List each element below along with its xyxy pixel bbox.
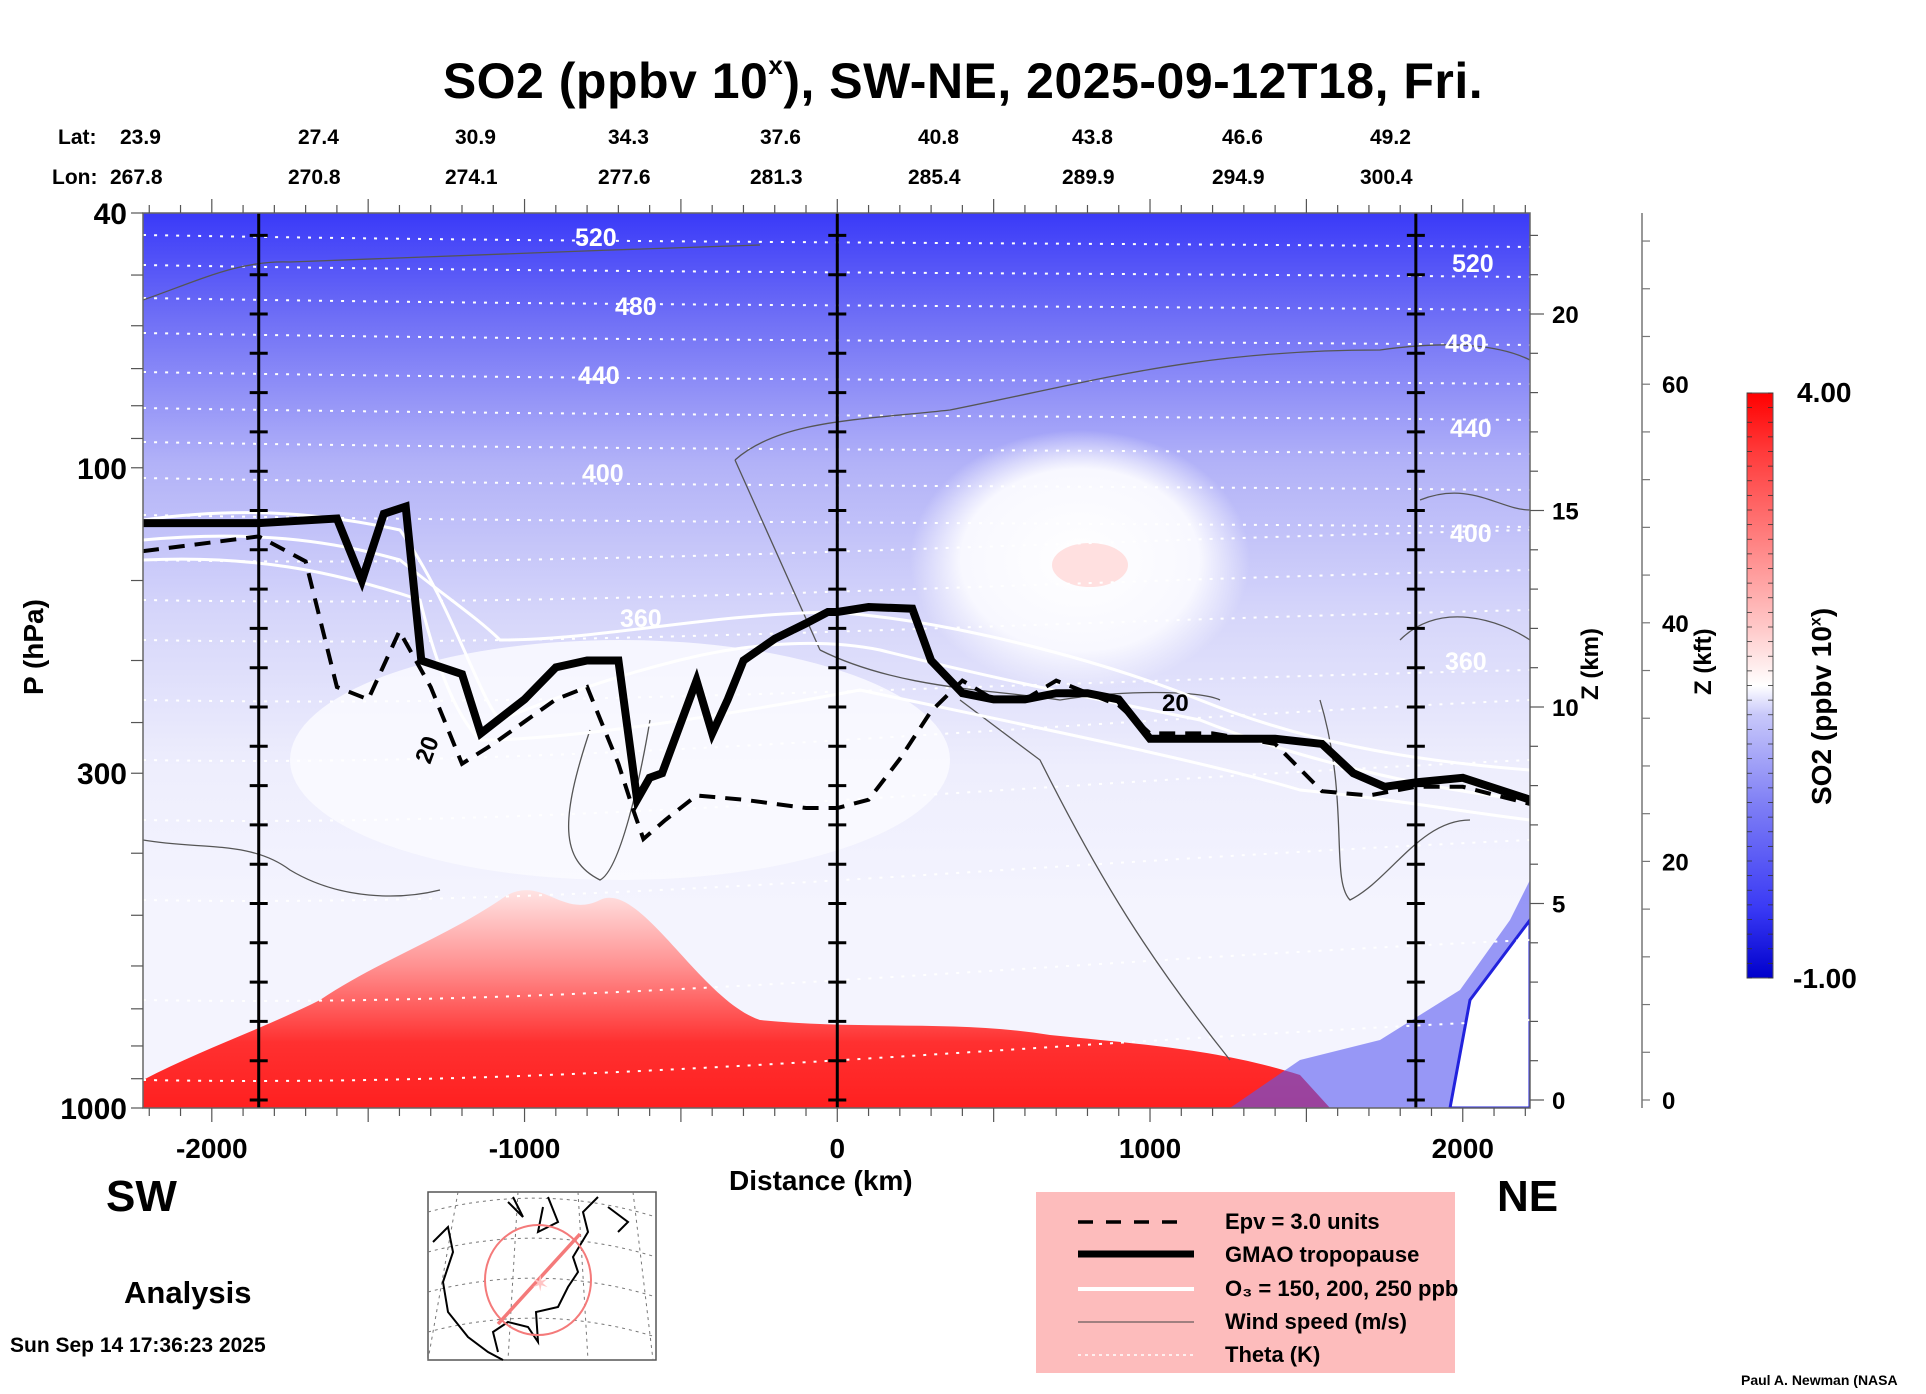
legend-box [1036,1192,1455,1373]
z-kft-axis-label: Z (kft) [1690,628,1717,695]
inset-map: ✶ [427,1191,657,1361]
ne-direction-label: NE [1497,1172,1559,1221]
theta-label: 400 [1450,520,1492,548]
x-tick-label: 0 [829,1133,845,1164]
legend-ozone-label: O₃ = 150, 200, 250 ppb [1225,1276,1459,1301]
lon-label: Lon: [52,166,98,189]
legend-theta-label: Theta (K) [1225,1342,1321,1367]
lat-value: 40.8 [918,126,959,149]
legend-epv-label: Epv = 3.0 units [1225,1209,1380,1234]
theta-label: 360 [1445,648,1487,676]
lat-value: 23.9 [120,126,161,149]
zkft-tick-label: 20 [1662,849,1689,876]
x-tick-label: -1000 [489,1133,561,1164]
colorbar-max-label: 4.00 [1797,377,1852,408]
ozone-contour [143,511,1530,802]
timestamp: Sun Sep 14 17:36:23 2025 [10,1334,266,1357]
zkft-tick-label: 60 [1662,372,1689,399]
lon-value: 300.4 [1360,166,1413,189]
lon-value: 294.9 [1212,166,1265,189]
theta-label: 440 [1450,415,1492,443]
zkm-tick-label: 0 [1552,1088,1565,1115]
colorbar-min-label: -1.00 [1793,963,1857,994]
wind-contour [734,344,1530,461]
wind-contour [1419,492,1530,511]
map-section-line [496,1232,582,1326]
z-km-axis-label: Z (km) [1577,628,1604,700]
y-axis-pressure: 40 100 300 1000 [60,198,143,1126]
lon-value: 274.1 [445,166,498,189]
gmao-tropopause-line [143,501,1530,812]
lat-value: 46.6 [1222,126,1263,149]
so2-low-bl-region [1230,880,1530,1108]
x-tick-label: -2000 [176,1133,248,1164]
x-axis-label: Distance (km) [729,1165,913,1196]
analysis-label: Analysis [124,1275,252,1310]
epv-3pvu-line [143,534,1530,843]
theta-label: 520 [1452,250,1494,278]
x-tick-label: 2000 [1432,1133,1494,1164]
lon-value: 289.9 [1062,166,1115,189]
y-tick-label: 300 [77,758,127,791]
wind-contour [959,699,1231,1061]
x-tick-label: 1000 [1119,1133,1181,1164]
y-axis-z-kft: 0 20 40 60 [1641,213,1689,1115]
wind-contour-label: 20 [1162,690,1189,717]
legend-samples [1036,1192,1455,1373]
lat-value: 34.3 [608,126,649,149]
zkm-tick-label: 5 [1552,892,1565,919]
so2-weak-positive [1052,543,1128,587]
lat-value: 30.9 [455,126,496,149]
theta-label: 520 [575,224,617,252]
lon-value: 277.6 [598,166,651,189]
legend-tropopause-label: GMAO tropopause [1225,1242,1420,1267]
legend-wind-label: Wind speed (m/s) [1225,1309,1407,1334]
so2-surface-plume [143,890,1330,1108]
lat-label: Lat: [58,126,97,149]
ozone-contour [143,534,1530,772]
sw-direction-label: SW [106,1172,177,1221]
lon-value: 281.3 [750,166,803,189]
x-axis: -2000 -1000 0 1000 2000 [148,199,1526,1164]
map-coastlines [432,1196,630,1361]
wind-contour [143,839,441,897]
y-tick-label: 1000 [60,1093,127,1126]
lon-value: 270.8 [288,166,341,189]
lat-value: 43.8 [1072,126,1113,149]
lat-value: 49.2 [1370,126,1411,149]
credit-label: Paul A. Newman (NASA [1741,1372,1898,1388]
lat-value: 37.6 [760,126,801,149]
wind-contour [143,244,761,301]
map-center-star-icon: ✶ [531,1271,549,1296]
y-tick-label: 100 [77,453,127,486]
zkm-tick-label: 15 [1552,499,1579,526]
y-axis-z-km: 0 5 10 15 20 [1530,234,1579,1115]
vertical-markers [249,213,1425,1108]
chart-title: SO2 (ppbv 10x), SW-NE, 2025-09-12T18, Fr… [442,50,1484,109]
theta-label: 400 [582,460,624,488]
map-graticule [427,1191,657,1361]
zkft-tick-label: 0 [1662,1088,1675,1115]
wind-contour [1319,699,1471,901]
colorbar-label: SO2 (ppbv 10x) [1806,607,1837,805]
theta-label: 480 [615,293,657,321]
map-range-ring [484,1224,592,1336]
zkm-tick-label: 10 [1552,695,1579,722]
so2-missing-region [1448,917,1530,1108]
zkft-tick-label: 40 [1662,611,1689,638]
zkm-tick-label: 20 [1552,302,1579,329]
lon-value: 267.8 [110,166,163,189]
lat-value: 27.4 [298,126,339,149]
theta-label: 360 [620,605,662,633]
lon-value: 285.4 [908,166,961,189]
y-tick-label: 40 [94,198,127,231]
colorbar-ticks [1747,392,1773,979]
theta-label: 480 [1445,330,1487,358]
theta-label: 440 [578,362,620,390]
